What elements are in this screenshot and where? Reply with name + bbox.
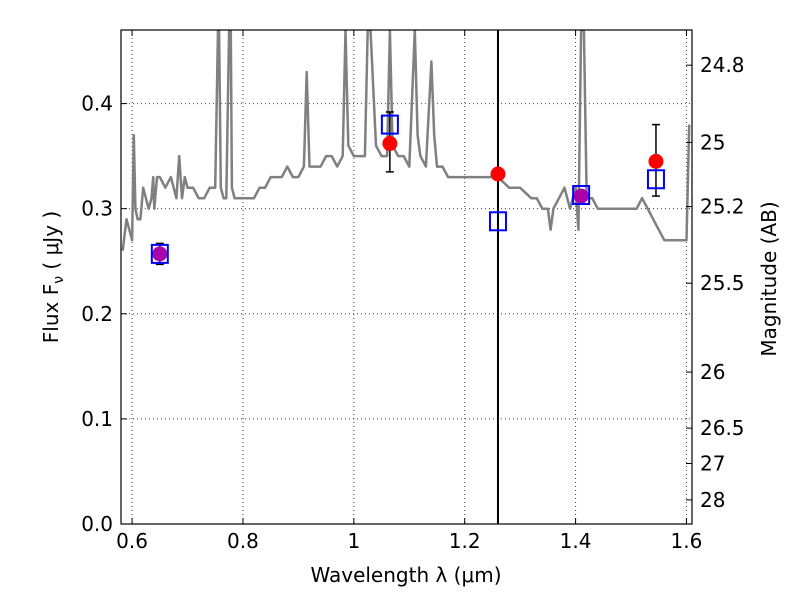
y2-tick-label: 25 [700,130,725,154]
model-point [380,114,399,135]
x-tick-label: 0.8 [227,529,259,553]
plot-layer [121,30,691,524]
x-tick-label: 1.2 [449,529,481,553]
y-tick-label: 0.4 [81,92,113,116]
y-tick-label: 0.1 [81,407,113,431]
y-tick-label: 0.2 [81,302,113,326]
y2-tick-label: 25.5 [700,271,745,295]
y-axis-label-unit: ( μJy ) [39,211,63,276]
y-axis-label-main: Flux F [39,284,63,343]
y2-tick-label: 27 [700,452,725,476]
x-tick-label: 0.6 [116,529,148,553]
y2-tick-label: 28 [700,488,725,512]
x-tick-label: 1 [347,529,360,553]
model-point [646,169,665,190]
plot-frame [120,29,693,525]
observed-point [490,166,506,182]
model-point [572,185,591,206]
y-tick-label: 0.0 [81,512,113,536]
observed-point [648,153,664,169]
x-axis-label: Wavelength λ (μm) [310,563,501,587]
observed-point [382,136,398,152]
y-axis-label-subscript: ν [51,276,67,284]
model-point [150,243,169,264]
tick-layer: 0.6 0.8 1 1.2 1.4 1.6 0.0 0.1 0.2 0.3 0.4 24.8 25 25.… [81,30,745,553]
observed-point [573,188,589,204]
x-tick-label: 1.4 [560,529,592,553]
y-axis-label: Flux Fν ( μJy ) [39,211,67,343]
y2-axis-label: Magnitude (AB) [757,201,781,356]
y-tick-label: 0.3 [81,197,113,221]
y2-tick-label: 26 [700,360,725,384]
observed-point [152,246,168,262]
marker-layer [150,111,665,266]
y2-tick-label: 26.5 [700,416,745,440]
spectrum-line [121,30,691,251]
y2-tick-label: 25.2 [700,195,745,219]
model-point [488,211,507,232]
y2-tick-label: 24.8 [700,53,745,77]
x-tick-label: 1.6 [671,529,703,553]
